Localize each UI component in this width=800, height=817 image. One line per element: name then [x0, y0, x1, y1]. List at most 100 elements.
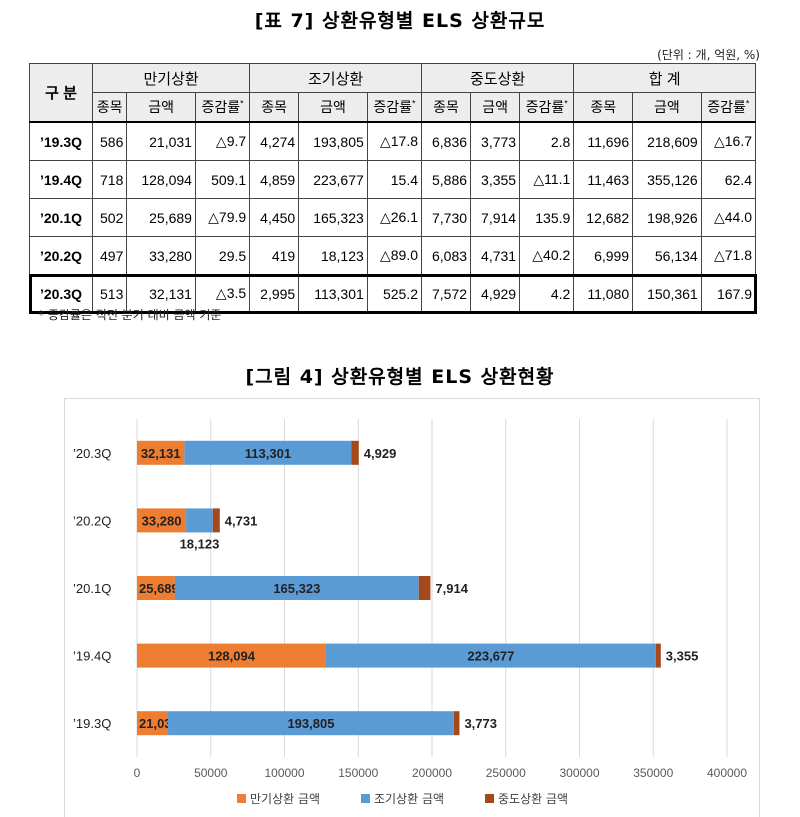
table-cell: △79.9	[194, 198, 251, 237]
chart-frame: 0 50000 100000 150000 200000 250000 300000 3500…	[64, 398, 760, 817]
bar-segment	[137, 440, 185, 465]
table-cell: 25,689	[126, 198, 196, 237]
table-cell: 193,805	[298, 121, 368, 161]
bar-segment	[174, 576, 419, 600]
table-cell: 150,361	[632, 274, 702, 313]
header-count: 종목	[573, 92, 634, 123]
category-label: ’20.2Q	[73, 513, 111, 528]
header-amount: 금액	[632, 92, 702, 123]
table-cell: 33,280	[126, 236, 196, 275]
table-cell: 11,696	[573, 121, 634, 161]
table-cell: 509.1	[194, 160, 251, 199]
legend-label: 중도상환 금액	[498, 792, 568, 806]
table-cell: △11.1	[519, 160, 575, 199]
table-cell: △17.8	[366, 121, 423, 161]
figure-title: [그림 4] 상환유형별 ELS 상환현황	[245, 366, 555, 388]
table-cell: 6,836	[420, 121, 472, 161]
category-label: ’20.3Q	[73, 446, 111, 461]
x-tick-label: 300000	[559, 766, 599, 780]
table-cell: 7,730	[420, 198, 472, 237]
table-cell: 6,083	[420, 236, 472, 275]
bar-segment	[137, 643, 326, 668]
table-cell: 4,859	[249, 160, 300, 199]
data-label: 128,094	[208, 649, 256, 664]
x-tick-label: 150000	[338, 766, 378, 780]
table-cell: △40.2	[519, 236, 575, 275]
category-label: ’19.4Q	[73, 649, 111, 664]
legend-swatch	[485, 794, 494, 803]
table-cell: 513	[91, 274, 128, 313]
bar-segment	[655, 643, 661, 668]
els-redemption-table: 구 분 만기상환 조기상환 중도상환 합 계 종목 금액 증감률* 종목 금액 …	[28, 63, 757, 314]
data-label: 33,280	[142, 513, 182, 528]
table-cell: 62.4	[700, 160, 757, 199]
table-cell: 2,995	[249, 274, 300, 313]
header-count: 종목	[249, 92, 300, 123]
x-tick-label: 200000	[412, 766, 452, 780]
table-cell: 167.9	[700, 274, 757, 313]
header-count: 종목	[420, 92, 472, 123]
table-cell: 12,682	[573, 198, 634, 237]
header-group-total: 합 계	[573, 63, 756, 93]
table-cell: 135.9	[519, 198, 575, 237]
header-group-midway: 중도상환	[420, 63, 575, 93]
data-label: 223,677	[467, 649, 514, 664]
table-cell: 4,450	[249, 198, 300, 237]
bar-segment	[351, 440, 359, 465]
legend-swatch	[237, 794, 246, 803]
header-rate: 증감률*	[194, 92, 251, 123]
x-tick-label: 400000	[707, 766, 747, 780]
table-cell: 355,126	[632, 160, 702, 199]
table-cell: 4,731	[470, 236, 521, 275]
unit-label: (단위 : 개, 억원, %)	[657, 48, 760, 62]
table-cell: 223,677	[298, 160, 368, 199]
category-label: ’20.1Q	[73, 581, 111, 596]
data-label: 32,131	[141, 446, 181, 461]
table-cell: 718	[91, 160, 128, 199]
table-row: ’20.1Q 502 25,689 △79.9 4,450 165,323 △26.1 7,7…	[29, 198, 757, 237]
table-cell: 502	[91, 198, 128, 237]
table-cell: 218,609	[632, 121, 702, 161]
table-cell: △9.7	[194, 121, 251, 161]
quarter-cell: ’20.3Q	[29, 274, 93, 313]
table-cell: △26.1	[366, 198, 423, 237]
table-cell: 5,886	[420, 160, 472, 199]
table-cell: 7,572	[420, 274, 472, 313]
bar-segment	[184, 440, 352, 465]
header-rate: 증감률*	[366, 92, 423, 123]
bar-segment	[453, 711, 460, 736]
data-label: 4,731	[225, 513, 258, 528]
table-row: ’19.3Q 586 21,031 △9.7 4,274 193,805 △17.8 6,83…	[29, 121, 757, 161]
table-cell: 3,355	[470, 160, 521, 199]
table-cell: △89.0	[366, 236, 423, 275]
x-tick-label: 250000	[486, 766, 526, 780]
table-footnote: * 증감률은 직전 분기 대비 금액 기준	[38, 308, 222, 322]
bar-segment	[325, 643, 656, 668]
table-cell: 2.8	[519, 121, 575, 161]
data-label: 193,805	[287, 716, 334, 731]
x-tick-label: 350000	[633, 766, 673, 780]
bar-segment	[137, 576, 175, 600]
table-cell: 6,999	[573, 236, 634, 275]
table-cell: 18,123	[298, 236, 368, 275]
legend-swatch	[361, 794, 370, 803]
bar-segment	[168, 711, 454, 736]
table-cell: 113,301	[298, 274, 368, 313]
data-label: 4,929	[364, 446, 397, 461]
table-row: ’20.3Q 513 32,131 △3.5 2,995 113,301 525.2 7,57…	[28, 273, 757, 314]
data-label: 3,355	[666, 649, 699, 664]
table-title: [표 7] 상환유형별 ELS 상환규모	[254, 10, 546, 32]
data-label: 3,773	[464, 716, 497, 731]
table-cell: 419	[249, 236, 300, 275]
x-tick-label: 0	[134, 766, 141, 780]
bar-segment	[137, 508, 187, 533]
table-cell: 165,323	[298, 198, 368, 237]
header-group-early: 조기상환	[249, 63, 422, 93]
table-cell: 586	[91, 121, 128, 161]
data-label: 18,123	[180, 536, 220, 551]
x-tick-label: 50000	[194, 766, 228, 780]
quarter-cell: ’20.2Q	[29, 236, 93, 275]
table-cell: 21,031	[126, 121, 196, 161]
table-cell: 11,463	[573, 160, 634, 199]
bar-segment	[212, 508, 220, 533]
